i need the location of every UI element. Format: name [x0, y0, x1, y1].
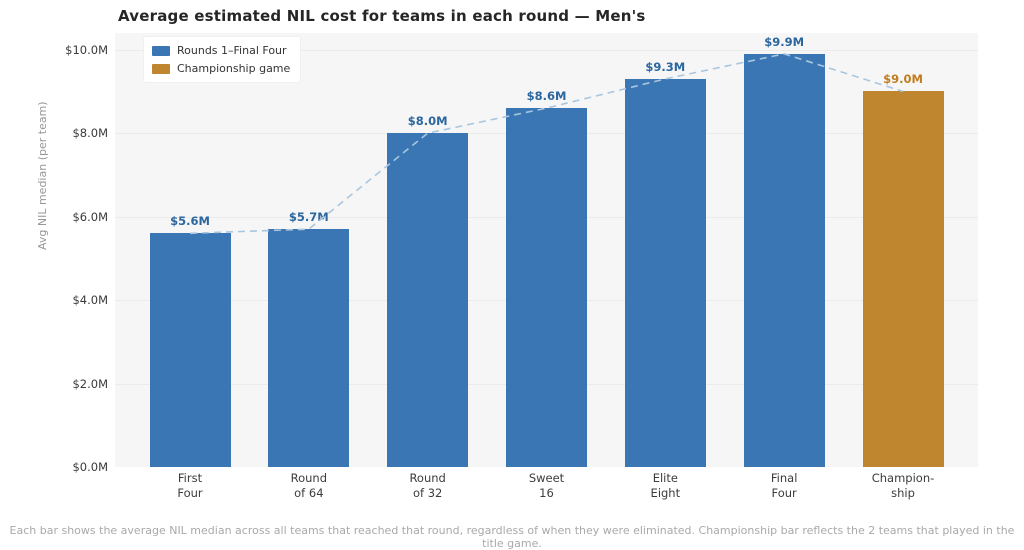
bar-final-four: [743, 53, 825, 467]
bar-champion--ship: [862, 91, 944, 467]
bar-value-label: $5.7M: [288, 210, 329, 225]
bar-value-label: $8.0M: [407, 114, 448, 129]
bar-value-label: $5.6M: [170, 214, 210, 229]
x-tick-label: Round of 32: [409, 471, 446, 500]
x-axis: First Four Round of 64 Round of 32 Sweet 16…: [115, 471, 978, 505]
x-tick-label: First Four: [177, 471, 203, 500]
bar-value-label: $9.3M: [645, 59, 686, 74]
plot-area: Rounds 1–Final Four Championship game $5.…: [115, 33, 978, 467]
y-axis-label: Avg NIL median (per team): [36, 101, 49, 250]
bar-first-four: [149, 233, 231, 467]
x-tick-label: Final Four: [770, 471, 798, 500]
y-tick-label: $2.0M: [72, 376, 108, 391]
y-tick-label: $4.0M: [72, 293, 108, 308]
legend-swatch-icon: [152, 63, 170, 74]
bar-value-label: $8.6M: [526, 89, 567, 104]
y-tick-label: $8.0M: [72, 126, 108, 141]
legend-label: Championship game: [177, 62, 291, 75]
gridline: [115, 49, 978, 51]
bar-elite-eight: [624, 78, 706, 467]
legend-label: Rounds 1–Final Four: [177, 44, 287, 57]
x-tick-label: Elite Eight: [650, 471, 681, 500]
bar-value-label: $9.0M: [883, 72, 923, 87]
x-tick-label: Round of 64: [290, 471, 328, 500]
bar-round-of-64: [268, 229, 350, 467]
x-tick-label: Sweet 16: [528, 471, 565, 500]
y-axis: $0.0M $2.0M $4.0M $6.0M $8.0M $10.0M: [0, 33, 108, 474]
y-tick-label: $10.0M: [65, 42, 108, 57]
y-tick-label: $0.0M: [72, 460, 108, 474]
bar-value-label: $9.9M: [764, 34, 805, 49]
legend: Rounds 1–Final Four Championship game: [143, 36, 302, 83]
bar-round-of-32: [387, 133, 469, 467]
y-tick-label: $6.0M: [72, 209, 108, 224]
legend-item: Rounds 1–Final Four: [152, 44, 290, 57]
chart-title: Average estimated NIL cost for teams in …: [118, 7, 646, 25]
legend-item: Championship game: [152, 62, 290, 75]
bar-sweet-16: [506, 108, 587, 467]
x-tick-label: Champion- ship: [871, 471, 935, 500]
legend-swatch-icon: [152, 45, 170, 56]
chart-footnote: Each bar shows the average NIL median ac…: [9, 524, 1015, 550]
